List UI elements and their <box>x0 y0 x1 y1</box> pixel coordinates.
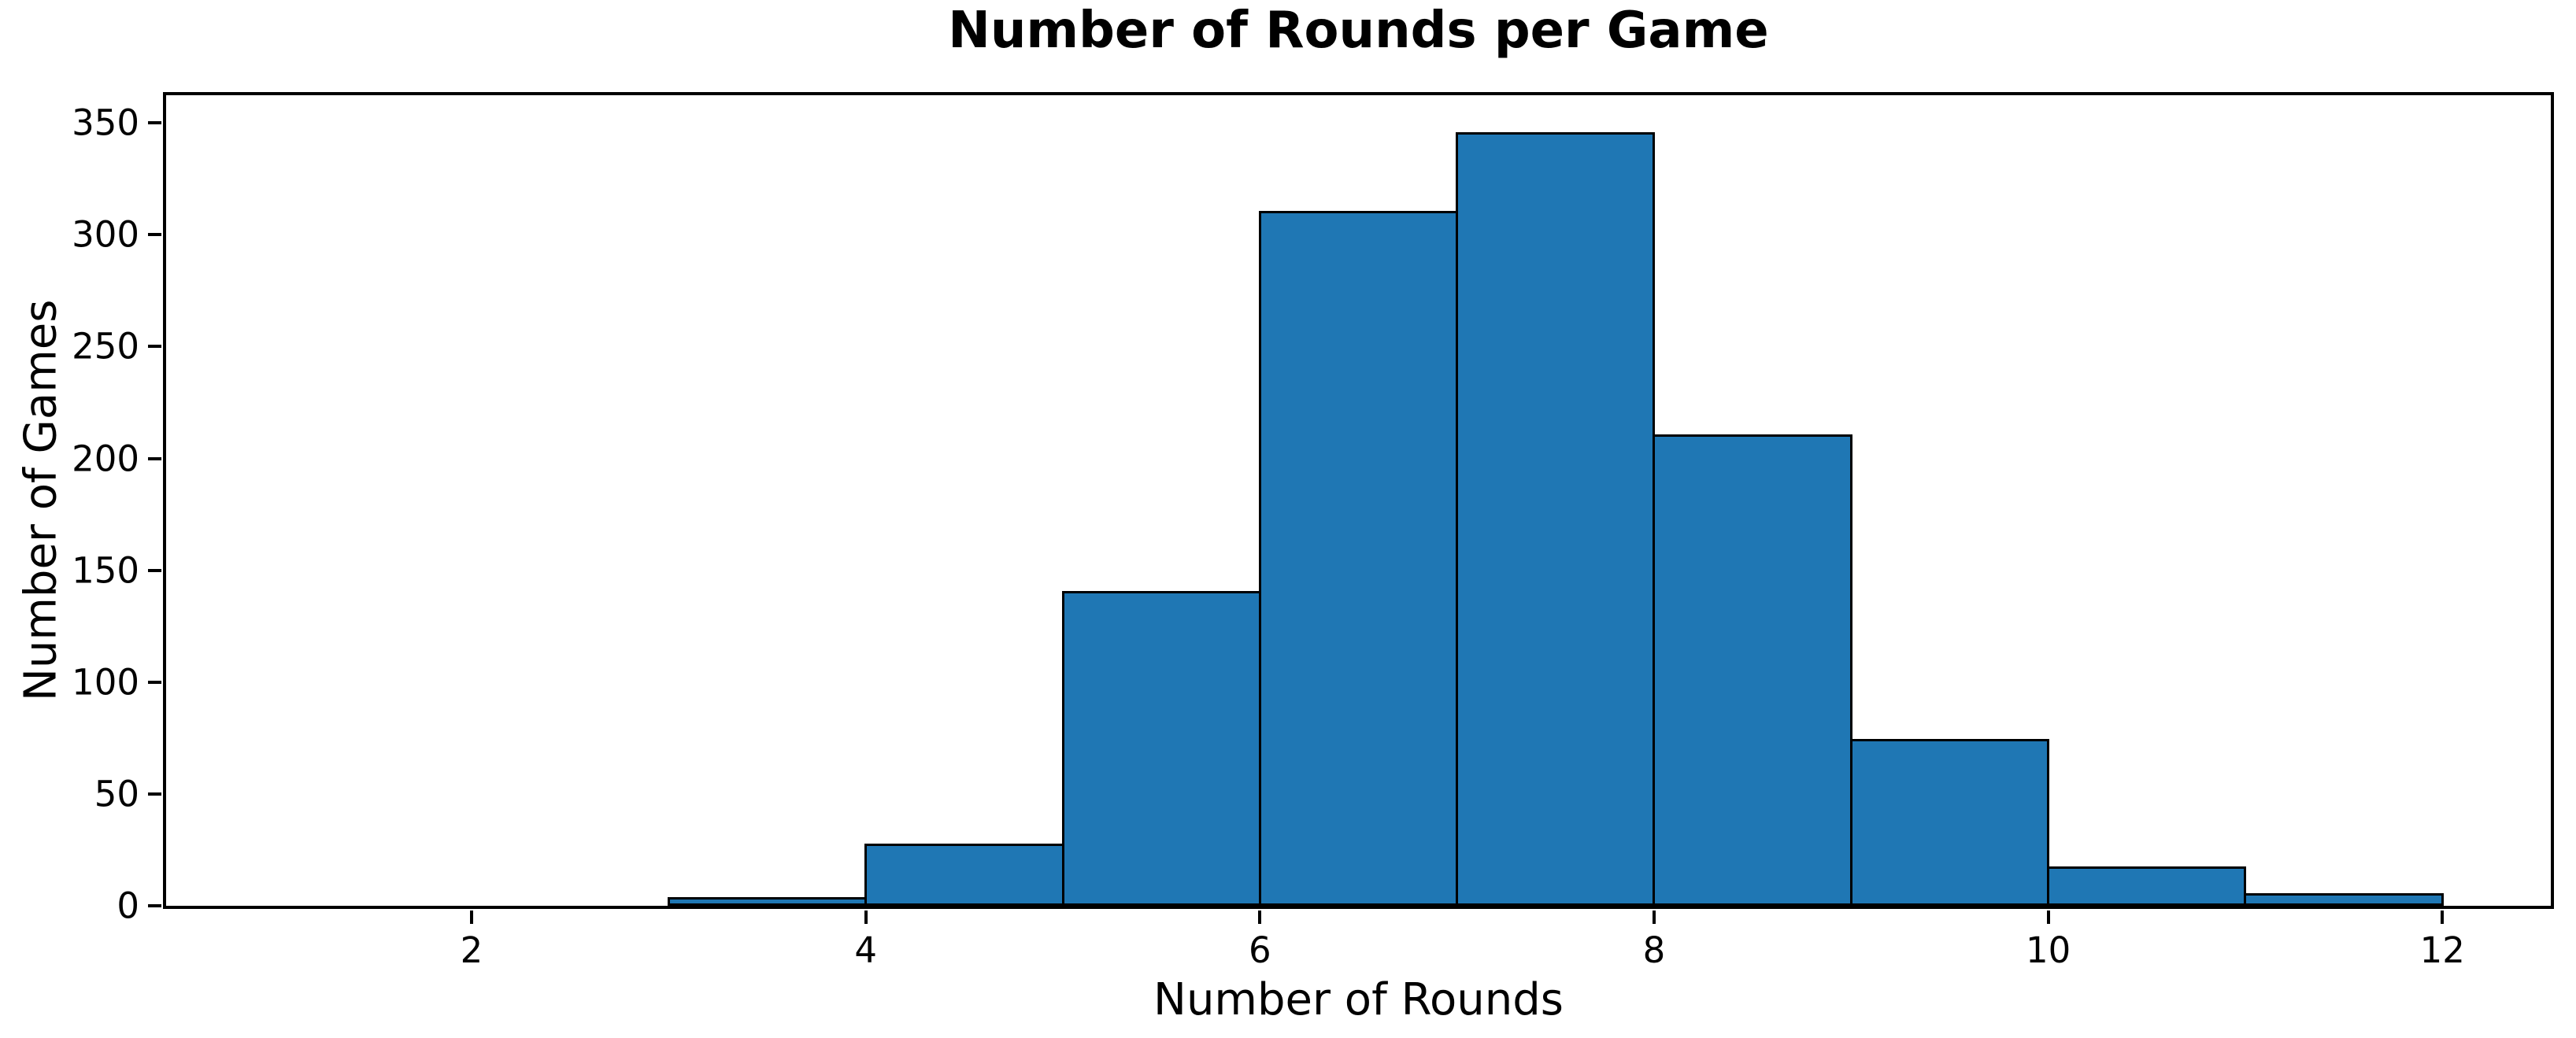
x-tick-label: 10 <box>2026 929 2071 971</box>
y-tick-mark <box>148 568 161 572</box>
y-tick-label: 100 <box>72 661 139 704</box>
histogram-bar <box>1258 210 1459 906</box>
x-tick-label: 6 <box>1249 929 1271 971</box>
plot-area: 0 50 100 150 200 250 300 350 2 4 6 8 10 12 <box>72 92 2554 971</box>
x-tick-label: 4 <box>854 929 877 971</box>
y-tick-label: 250 <box>72 325 139 368</box>
y-tick-label: 0 <box>117 885 139 927</box>
y-tick-label: 150 <box>72 549 139 592</box>
y-tick-mark <box>148 904 161 907</box>
histogram-bar <box>864 844 1064 906</box>
x-tick-mark <box>2046 911 2050 924</box>
y-tick-label: 300 <box>72 213 139 256</box>
y-tick-label: 200 <box>72 438 139 480</box>
x-axis-label: Number of Rounds <box>1153 974 1564 1025</box>
y-tick-mark <box>148 121 161 125</box>
y-tick-mark <box>148 233 161 237</box>
histogram-bar <box>1653 434 1852 906</box>
y-tick-mark <box>148 680 161 684</box>
histogram-bar <box>667 897 868 906</box>
x-tick-mark <box>470 911 473 924</box>
y-axis-label: Number of Games <box>15 299 67 702</box>
histogram-bar <box>1456 132 1656 906</box>
x-tick-mark <box>2441 911 2445 924</box>
x-tick-mark <box>1258 911 1262 924</box>
y-tick-mark <box>148 456 161 460</box>
y-tick-label: 50 <box>94 773 139 815</box>
y-tick-label: 350 <box>72 102 139 144</box>
histogram-bar <box>1849 738 2050 906</box>
y-tick-mark <box>148 345 161 349</box>
x-tick-label: 12 <box>2419 929 2465 971</box>
x-tick-mark <box>864 911 868 924</box>
x-tick-label: 2 <box>460 929 483 971</box>
histogram-bar <box>1061 591 1261 906</box>
chart-title: Number of Rounds per Game <box>948 2 1769 60</box>
y-tick-mark <box>148 792 161 796</box>
histogram-bar <box>2244 892 2444 906</box>
x-tick-mark <box>1652 911 1656 924</box>
x-tick-label: 8 <box>1642 929 1666 971</box>
histogram-bar <box>2047 866 2247 906</box>
